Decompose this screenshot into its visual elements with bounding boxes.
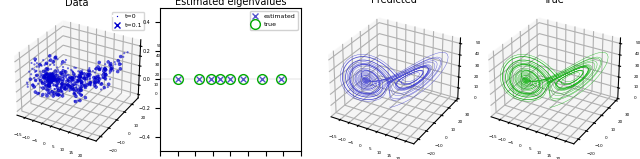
- Legend: t=0, t=0.1: t=0, t=0.1: [111, 12, 144, 30]
- Title: Predicted: Predicted: [371, 0, 417, 5]
- Title: Estimated eigenvalues: Estimated eigenvalues: [175, 0, 286, 7]
- Title: Data: Data: [65, 0, 88, 8]
- Title: True: True: [543, 0, 564, 5]
- Legend: estimated, true: estimated, true: [250, 11, 298, 30]
